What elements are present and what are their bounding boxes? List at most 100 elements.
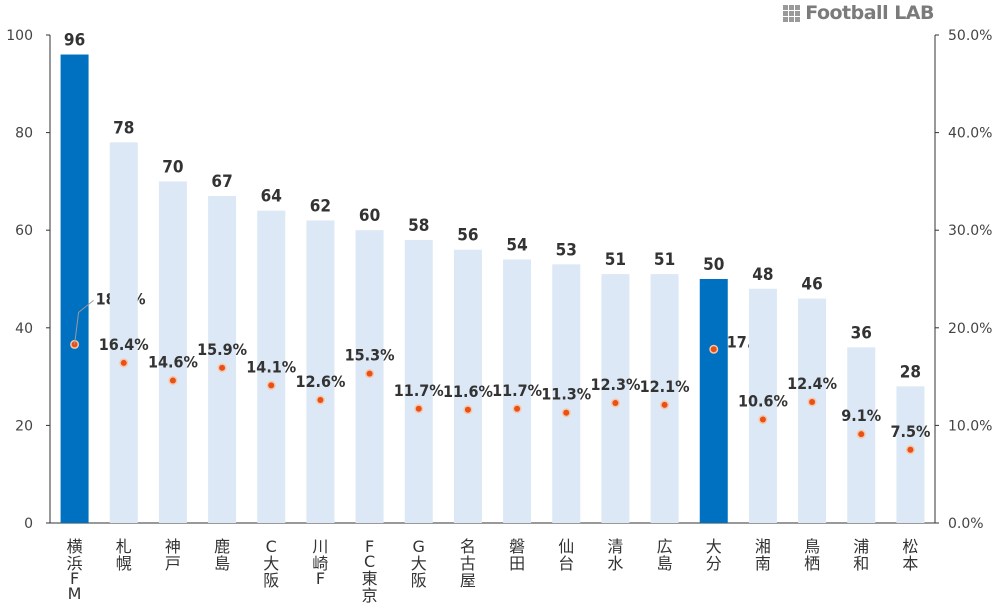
category-label: 川崎 F xyxy=(312,537,328,588)
rate-dot xyxy=(907,446,914,453)
rate-value-label: 12.4% xyxy=(787,374,837,393)
bar-value-label: 48 xyxy=(752,265,773,285)
bar-value-label: 58 xyxy=(408,216,429,236)
rate-value-label: 12.6% xyxy=(295,372,345,391)
category-label: 鹿島 xyxy=(214,537,230,573)
bar-value-label: 56 xyxy=(457,226,478,246)
rate-dot xyxy=(464,406,471,413)
rate-dot xyxy=(268,382,275,389)
rate-value-label: 14.1% xyxy=(246,357,296,376)
bar xyxy=(650,274,679,523)
rate-value-label: 11.6% xyxy=(443,382,493,401)
category-label: 広島 xyxy=(657,537,673,573)
bar-value-label: 64 xyxy=(261,187,282,207)
rate-dot xyxy=(219,364,226,371)
football-lab-logo: Football LAB xyxy=(783,2,934,24)
rate-value-label: 11.3% xyxy=(541,385,591,404)
category-label: C 大阪 xyxy=(263,537,279,590)
rate-value-label: 10.6% xyxy=(738,392,788,411)
bar-value-label: 53 xyxy=(556,240,577,260)
grid-logo-icon xyxy=(783,4,801,22)
category-label: 浦和 xyxy=(853,537,869,573)
rate-value-label: 14.6% xyxy=(148,353,198,372)
right-tick-label: 20.0% xyxy=(948,321,992,337)
right-tick-label: 0.0% xyxy=(948,516,984,532)
right-tick-label: 10.0% xyxy=(948,418,992,434)
rate-dot xyxy=(612,399,619,406)
rate-value-label: 11.7% xyxy=(492,381,542,400)
rate-dot xyxy=(858,431,865,438)
bar-value-label: 54 xyxy=(506,235,527,255)
bar xyxy=(109,142,138,524)
rate-value-label: 11.7% xyxy=(394,381,444,400)
bar xyxy=(748,288,777,523)
bar-highlighted xyxy=(699,279,728,523)
bar xyxy=(208,196,237,524)
bar-value-label: 62 xyxy=(310,196,331,216)
bar xyxy=(158,181,187,523)
rate-leader-line xyxy=(74,300,94,345)
category-label: 札幌 xyxy=(116,537,132,573)
rate-dot xyxy=(759,416,766,423)
brand-name: Football LAB xyxy=(805,2,934,24)
bar-value-label: 51 xyxy=(654,250,675,270)
rate-value-label: 15.3% xyxy=(345,346,395,365)
bar-value-label: 96 xyxy=(64,31,85,51)
rate-dot xyxy=(563,409,570,416)
bar-value-label: 70 xyxy=(162,157,183,177)
rate-value-label: 15.9% xyxy=(197,340,247,359)
rate-value-label: 12.3% xyxy=(590,375,640,394)
bar xyxy=(453,249,482,523)
bar-value-label: 46 xyxy=(801,275,822,295)
rate-dot xyxy=(366,370,373,377)
category-label: 湘南 xyxy=(755,537,771,573)
bar-value-label: 78 xyxy=(113,118,134,138)
bar-highlighted xyxy=(60,54,89,524)
category-label: 神戸 xyxy=(165,537,181,573)
bar-value-label: 50 xyxy=(703,255,724,275)
rate-value-label: 12.1% xyxy=(640,377,690,396)
rate-dot xyxy=(514,405,521,412)
rate-value-label: 7.5% xyxy=(890,422,930,441)
rate-dot xyxy=(120,359,127,366)
left-tick-label: 20 xyxy=(15,418,33,434)
bar-value-label: 28 xyxy=(900,362,921,382)
bar xyxy=(552,264,581,523)
category-label: 仙台 xyxy=(558,537,574,573)
bar-value-label: 51 xyxy=(605,250,626,270)
left-tick-label: 40 xyxy=(15,321,33,337)
bar xyxy=(257,210,286,523)
category-label: G 大阪 xyxy=(411,537,427,590)
category-label: 磐田 xyxy=(509,537,525,573)
rate-dot xyxy=(661,401,668,408)
left-tick-label: 60 xyxy=(15,223,33,239)
category-label: 名古屋 xyxy=(460,537,476,590)
category-label: 横浜 F M xyxy=(67,537,83,603)
category-label: 大分 xyxy=(706,537,722,573)
bar-value-label: 60 xyxy=(359,206,380,226)
right-tick-label: 50.0% xyxy=(948,28,992,44)
rate-dot xyxy=(809,398,816,405)
right-tick-label: 40.0% xyxy=(948,126,992,142)
left-tick-label: 0 xyxy=(24,516,33,532)
rate-dot xyxy=(415,405,422,412)
rate-dot xyxy=(169,377,176,384)
rate-value-label: 16.4% xyxy=(99,335,149,354)
bar-value-label: 67 xyxy=(211,172,232,192)
bar xyxy=(798,298,827,523)
bar xyxy=(896,386,925,523)
category-label: 鳥栖 xyxy=(804,537,820,573)
left-tick-label: 80 xyxy=(15,126,33,142)
bar-value-label: 36 xyxy=(851,323,872,343)
category-label: F C 東京 xyxy=(362,537,378,605)
rate-dot xyxy=(317,397,324,404)
rate-value-label: 9.1% xyxy=(841,406,881,425)
right-tick-label: 30.0% xyxy=(948,223,992,239)
bar xyxy=(306,220,335,523)
rate-dot xyxy=(710,346,717,353)
bar xyxy=(404,239,433,523)
category-label: 松本 xyxy=(902,537,918,573)
left-tick-label: 100 xyxy=(6,28,33,44)
bar xyxy=(503,259,532,523)
